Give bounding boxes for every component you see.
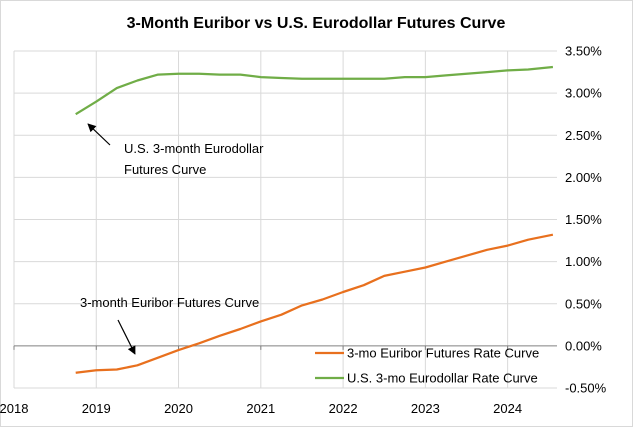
y-tick-label: 2.00% [565,170,602,185]
y-tick-label: 0.00% [565,338,602,353]
y-tick-label: 1.50% [565,212,602,227]
x-tick-label: 2024 [493,401,522,416]
x-tick-label: 2022 [329,401,358,416]
x-tick-label: 2023 [411,401,440,416]
axes: 3.50% 3.00% 2.50% 2.00% 1.50% 1.00% 0.50% 0.00%… [0,44,607,417]
euribor-annotation-arrow [117,319,136,355]
x-tick-label: 2020 [164,401,193,416]
legend: 3-mo Euribor Futures Rate Curve U.S. 3-mo… [315,346,539,386]
legend-label-eurodollar: U.S. 3-mo Eurodollar Rate Curve [347,371,538,386]
eurodollar-annotation-arrow [87,123,111,146]
eurodollar-annotation-text: U.S. 3-month Eurodollar [124,141,264,156]
x-tick-label: 2021 [246,401,275,416]
annotations: U.S. 3-month Eurodollar Futures Curve 3-mo… [80,123,264,355]
euribor-series-line [75,233,554,374]
x-tick-label: 2018 [0,401,28,416]
y-tick-label: 1.00% [565,254,602,269]
y-tick-label: 0.50% [565,296,602,311]
euribor-annotation-text: 3-month Euribor Futures Curve [80,295,259,310]
x-tick-label: 2019 [82,401,111,416]
y-tick-label: 3.50% [565,44,602,59]
y-tick-label: -0.50% [565,381,607,396]
series-lines [75,65,554,374]
y-tick-label: 3.00% [565,86,602,101]
legend-label-euribor: 3-mo Euribor Futures Rate Curve [347,346,539,361]
y-tick-label: 2.50% [565,128,602,143]
eurodollar-annotation-text: Futures Curve [124,162,206,177]
eurodollar-series-line [75,65,554,116]
chart-title: 3-Month Euribor vs U.S. Eurodollar Futur… [127,15,506,32]
gridlines [13,50,557,389]
